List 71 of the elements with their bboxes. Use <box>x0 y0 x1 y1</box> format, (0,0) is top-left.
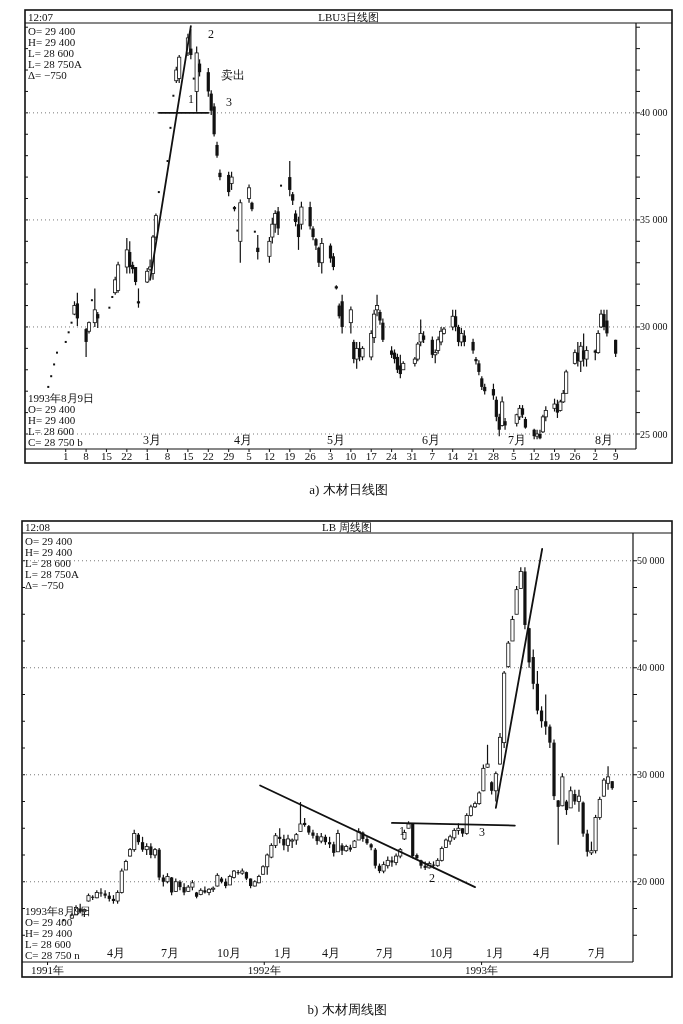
x-tick-label: 7 <box>429 450 436 462</box>
y-tick-label: 40 000 <box>640 107 668 119</box>
annotation: 2 <box>429 871 435 885</box>
annotation: 6月 <box>422 433 440 447</box>
annotation: 1月 <box>486 946 504 960</box>
annotation: O= 29 400 H= 29 400 L= 28 600 L= 28 750A Δ= −750 <box>25 535 79 591</box>
text: a) 木材日线图 <box>309 482 388 497</box>
annotation: 1993年8月9日 O= 29 400 H= 29 400 L= 28 600 C= 28 750 b <box>28 392 94 448</box>
y-tick-label: 50 000 <box>637 555 665 567</box>
x-tick-label: 1993年 <box>465 964 499 976</box>
x-tick-label: 12 <box>528 450 540 462</box>
x-tick-label: 12 <box>263 450 275 462</box>
x-tick-label: 22 <box>202 450 214 462</box>
x-tick-label: 29 <box>223 450 235 462</box>
annotation: 卖出 <box>221 68 245 82</box>
x-tick-label: 24 <box>386 450 398 462</box>
text: b) 木材周线图 <box>307 1002 387 1017</box>
x-tick-label: 22 <box>121 450 133 462</box>
chart-title: LBU3日线图 <box>318 10 379 23</box>
y-tick-label: 30 000 <box>640 321 668 333</box>
annotation: 8月 <box>595 433 613 447</box>
x-tick-label: 1991年 <box>31 964 65 976</box>
annotation: O= 29 400 H= 29 400 L= 28 600 L= 28 750A Δ= −750 <box>28 25 82 81</box>
annotation: 4月 <box>533 946 551 960</box>
y-tick-label: 30 000 <box>637 769 665 781</box>
x-tick-label: 5 <box>511 450 518 462</box>
text: 12:08 <box>25 520 51 533</box>
x-tick-label: 31 <box>406 450 418 462</box>
x-tick-label: 8 <box>164 450 171 462</box>
x-tick-label: 1992年 <box>247 964 281 976</box>
x-tick-label: 21 <box>467 450 479 462</box>
annotation: 3月 <box>143 433 161 447</box>
annotation: 1月 <box>274 946 292 960</box>
x-tick-label: 1 <box>62 450 69 462</box>
annotation: 1 <box>188 92 194 106</box>
x-tick-label: 2 <box>592 450 599 462</box>
annotation: 3 <box>226 95 232 109</box>
y-tick-label: 20 000 <box>637 876 665 888</box>
chart-title: LB 周线图 <box>322 520 372 533</box>
text: 12:07 <box>28 10 54 23</box>
x-tick-label: 10 <box>345 450 357 462</box>
annotation: 7月 <box>588 946 606 960</box>
annotation: 7月 <box>508 433 526 447</box>
annotation: 4月 <box>107 946 125 960</box>
annotation: 4月 <box>234 433 252 447</box>
x-tick-label: 19 <box>284 450 296 462</box>
x-tick-label: 15 <box>182 450 194 462</box>
annotation: 1 <box>399 824 405 838</box>
x-tick-label: 8 <box>83 450 90 462</box>
y-tick-label: 40 000 <box>637 662 665 674</box>
annotation: 3 <box>479 825 485 839</box>
x-tick-label: 17 <box>365 450 378 462</box>
x-tick-label: 15 <box>100 450 113 462</box>
x-tick-label: 28 <box>487 450 500 462</box>
x-tick-label: 3 <box>327 450 334 462</box>
x-tick-label: 9 <box>612 450 619 462</box>
x-tick-label: 19 <box>549 450 561 462</box>
annotation: 4月 <box>322 946 340 960</box>
x-tick-label: 26 <box>304 450 317 462</box>
annotation: 7月 <box>376 946 394 960</box>
annotation: 10月 <box>430 946 454 960</box>
annotation: 2 <box>208 27 214 41</box>
x-tick-label: 26 <box>569 450 581 462</box>
annotation: 7月 <box>161 946 179 960</box>
x-tick-label: 5 <box>246 450 253 462</box>
y-tick-label: 25 000 <box>640 428 668 440</box>
x-tick-label: 14 <box>447 450 459 462</box>
y-tick-label: 35 000 <box>640 214 668 226</box>
annotation: 10月 <box>217 946 241 960</box>
x-tick-label: 1 <box>144 450 150 462</box>
annotation: 5月 <box>327 433 345 447</box>
